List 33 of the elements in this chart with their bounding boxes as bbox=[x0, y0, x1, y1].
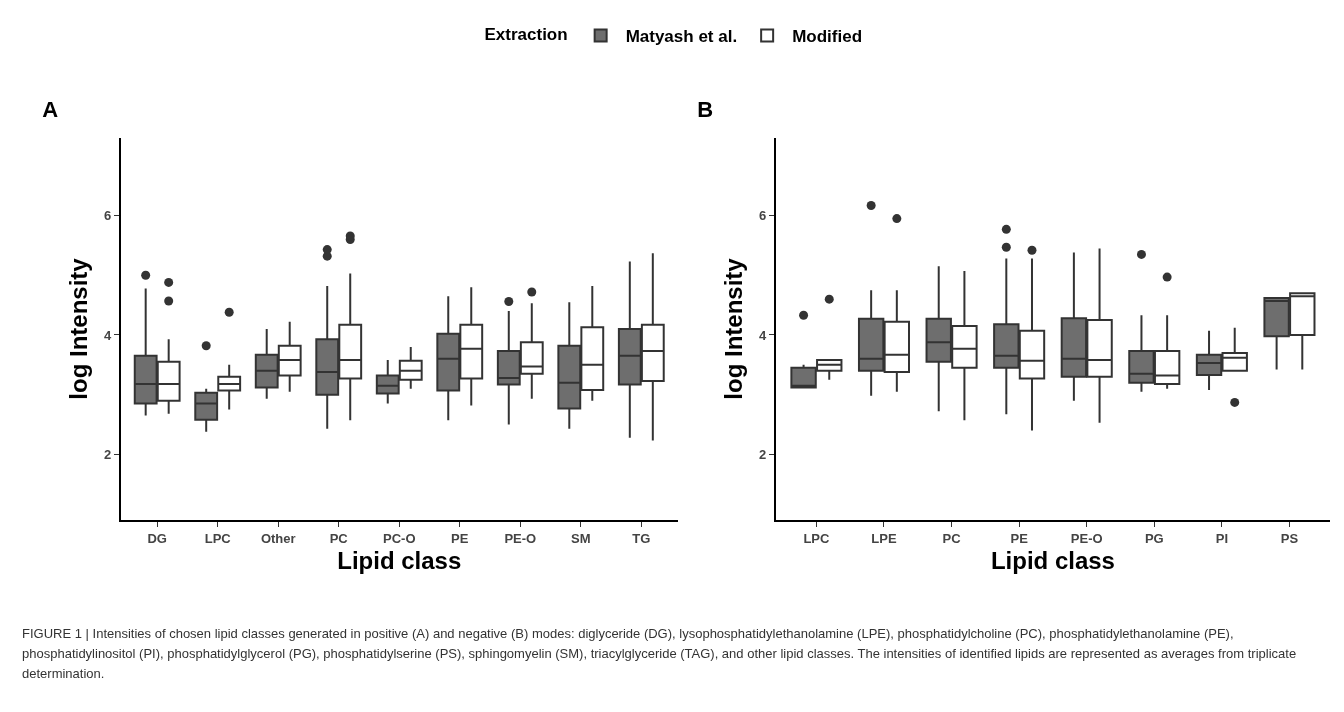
x-tick-label: LPC bbox=[803, 530, 831, 546]
y-tick-label: 2 bbox=[104, 446, 112, 462]
x-tick-label: PC bbox=[942, 530, 962, 546]
chart-title: B bbox=[697, 97, 714, 123]
x-tick-label: PC-O bbox=[383, 530, 416, 546]
y-tick-label: 6 bbox=[104, 208, 112, 224]
x-tick-label: PI bbox=[1215, 530, 1229, 546]
x-tick-label: SM bbox=[571, 530, 591, 546]
y-tick-label: 2 bbox=[759, 446, 767, 462]
legend-title: Extraction bbox=[484, 25, 568, 45]
x-tick-label: PE-O bbox=[504, 530, 537, 546]
y-axis-title: log Intensity bbox=[64, 257, 92, 400]
x-tick-label: PS bbox=[1280, 530, 1299, 546]
y-axis-title: log Intensity bbox=[719, 257, 747, 400]
x-tick-label: PE bbox=[451, 530, 469, 546]
x-tick-label: TG bbox=[632, 530, 651, 546]
x-tick-label: PE-O bbox=[1070, 530, 1103, 546]
x-tick-label: PE bbox=[1010, 530, 1029, 546]
y-tick-label: 4 bbox=[104, 327, 113, 343]
legend-label: Matyash et al. bbox=[625, 27, 738, 47]
caption: FIGURE 1 | Intensities of chosen lipid classes generated in positive (A) and negative (B) modes: diglyceride (DG), lysophosphatidylethanolamine (LPE), phosphatidylcholine (PC), phosphatidylethanolamine (PE), phosphatidylinositol (PI), phosphatidylglycerol (PG), phosphatidylserine (PS), sphingomyelin (SM), triacylglyceride (TAG), and other lipid classes. The intensities of identified lipids are represented as averages from triplicate determination. bbox=[22, 625, 1298, 683]
legend-label: Modified bbox=[792, 27, 863, 47]
x-tick-label: PG bbox=[1144, 530, 1164, 546]
x-axis-title: Lipid class bbox=[337, 547, 462, 575]
x-tick-label: LPC bbox=[204, 530, 232, 546]
x-axis-title: Lipid class bbox=[990, 547, 1115, 575]
x-tick-label: LPE bbox=[871, 530, 897, 546]
x-tick-label: Other bbox=[260, 530, 296, 546]
y-tick-label: 6 bbox=[759, 208, 767, 224]
y-tick-label: 4 bbox=[759, 327, 768, 343]
x-tick-label: PC bbox=[329, 530, 349, 546]
chart-title: A bbox=[42, 97, 59, 123]
x-tick-label: DG bbox=[147, 530, 167, 546]
